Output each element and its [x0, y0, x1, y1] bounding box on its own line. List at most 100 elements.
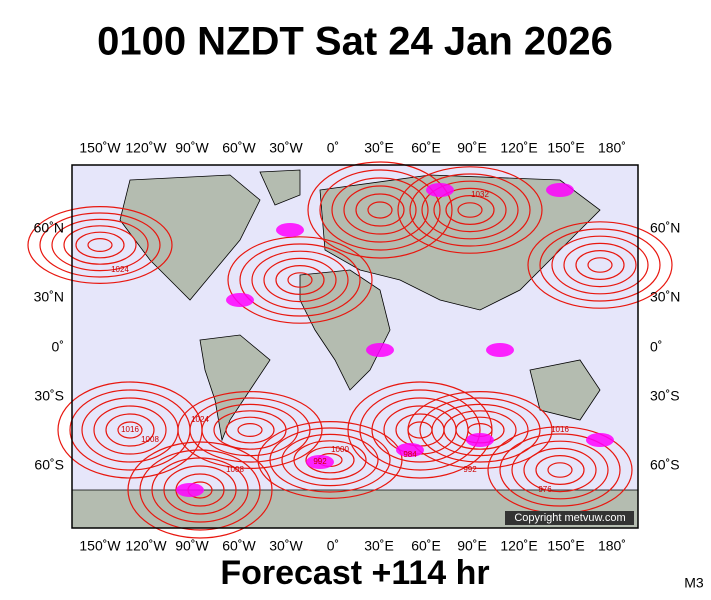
- latitude-label: 30˚N: [650, 289, 680, 305]
- isobar-label: 1024: [111, 265, 129, 274]
- isobar: [575, 250, 625, 281]
- longitude-label: 60˚W: [222, 538, 256, 554]
- longitude-label: 120˚E: [500, 140, 537, 156]
- south-america: [199, 334, 271, 442]
- isobar: [535, 455, 585, 486]
- longitude-label: 60˚E: [411, 140, 441, 156]
- greenland: [259, 169, 301, 206]
- isobar: [499, 433, 621, 507]
- copyright: Copyright metvuw.com: [514, 512, 625, 524]
- isobar: [407, 391, 553, 470]
- longitude-label: 30˚W: [269, 538, 303, 554]
- precip-blob: [466, 433, 494, 447]
- isobar: [511, 440, 609, 500]
- map: Copyright metvuw.com 1024 1016 1008 1000 992…: [27, 161, 673, 539]
- longitude-label: 60˚W: [222, 140, 256, 156]
- precip-blob: [276, 223, 304, 237]
- copyright-box: [505, 511, 634, 525]
- isobar: [523, 447, 597, 493]
- precip-blob: [396, 443, 424, 457]
- isobar: [397, 166, 543, 254]
- isobar: [343, 185, 417, 235]
- isobar: [457, 202, 483, 218]
- isobar: [93, 405, 167, 455]
- isobar: [563, 242, 637, 288]
- latitude-label: 30˚S: [34, 388, 64, 404]
- longitude-label: 90˚W: [175, 140, 209, 156]
- isobar: [257, 421, 403, 500]
- precip-blob: [486, 343, 514, 357]
- longitude-label: 90˚E: [457, 140, 487, 156]
- isobar: [367, 201, 393, 219]
- isobar-label: 1016: [551, 425, 569, 434]
- isobar: [275, 265, 325, 296]
- longitude-label: 60˚E: [411, 538, 441, 554]
- isobar: [527, 221, 673, 309]
- map-frame: [71, 164, 639, 529]
- isobar-label: 1008: [226, 465, 244, 474]
- latitude-label: 60˚N: [650, 220, 680, 236]
- isobar: [319, 169, 441, 251]
- precip-blob: [586, 433, 614, 447]
- isobar: [201, 403, 299, 457]
- isobar: [331, 177, 429, 243]
- latitude-label: 30˚N: [34, 289, 64, 305]
- isobar: [359, 389, 481, 471]
- longitude-label: 150˚E: [547, 538, 584, 554]
- isobar-label: 1000: [331, 445, 349, 454]
- longitude-label: 30˚W: [269, 140, 303, 156]
- latitude-label: 0˚: [52, 339, 64, 355]
- longitude-label: 30˚E: [364, 538, 394, 554]
- isobar: [239, 243, 361, 317]
- isobar: [431, 403, 529, 457]
- isobar: [177, 391, 323, 470]
- latitude-label: 60˚S: [34, 457, 64, 473]
- longitude-label: 150˚W: [79, 140, 121, 156]
- isobar: [539, 228, 661, 302]
- isobar: [547, 462, 573, 478]
- isobar: [305, 446, 355, 474]
- isobar: [355, 193, 405, 227]
- isobar: [213, 410, 287, 450]
- longitude-label: 0˚: [327, 140, 339, 156]
- isobar: [87, 238, 113, 253]
- precip-blob: [306, 455, 334, 469]
- isobar: [237, 423, 263, 438]
- isobar: [225, 416, 275, 444]
- isobar: [105, 413, 155, 447]
- isobar: [39, 212, 161, 278]
- isobar-label: 1008: [141, 435, 159, 444]
- isobar: [251, 250, 349, 310]
- isobar-label: 992: [313, 457, 327, 466]
- latitude-label: 60˚S: [650, 457, 680, 473]
- isobar: [189, 397, 311, 463]
- longitude-label: 90˚E: [457, 538, 487, 554]
- isobar: [63, 225, 137, 265]
- latitude-label: 60˚N: [34, 220, 64, 236]
- isobar: [51, 218, 149, 272]
- isobar: [287, 272, 313, 288]
- longitude-label: 0˚: [327, 538, 339, 554]
- longitude-label: 90˚W: [175, 538, 209, 554]
- australia: [529, 359, 601, 421]
- latitude-label: 0˚: [650, 339, 662, 355]
- isobar: [117, 421, 143, 439]
- isobar: [227, 236, 373, 324]
- isobar: [445, 195, 495, 226]
- isobar-label: 1024: [191, 415, 209, 424]
- isobar: [443, 410, 517, 450]
- isobar: [551, 235, 649, 295]
- precip-blob: [176, 483, 204, 497]
- isobar: [419, 397, 541, 463]
- isobar-label: 984: [403, 450, 417, 459]
- precip-blob: [366, 343, 394, 357]
- title: 0100 NZDT Sat 24 Jan 2026: [97, 20, 613, 64]
- isobars: [27, 161, 673, 539]
- isobar: [75, 231, 125, 259]
- isobar: [281, 433, 379, 487]
- longitude-label: 180˚: [598, 538, 626, 554]
- isobar: [409, 173, 531, 247]
- africa: [299, 269, 391, 391]
- isobar-label: 992: [463, 465, 477, 474]
